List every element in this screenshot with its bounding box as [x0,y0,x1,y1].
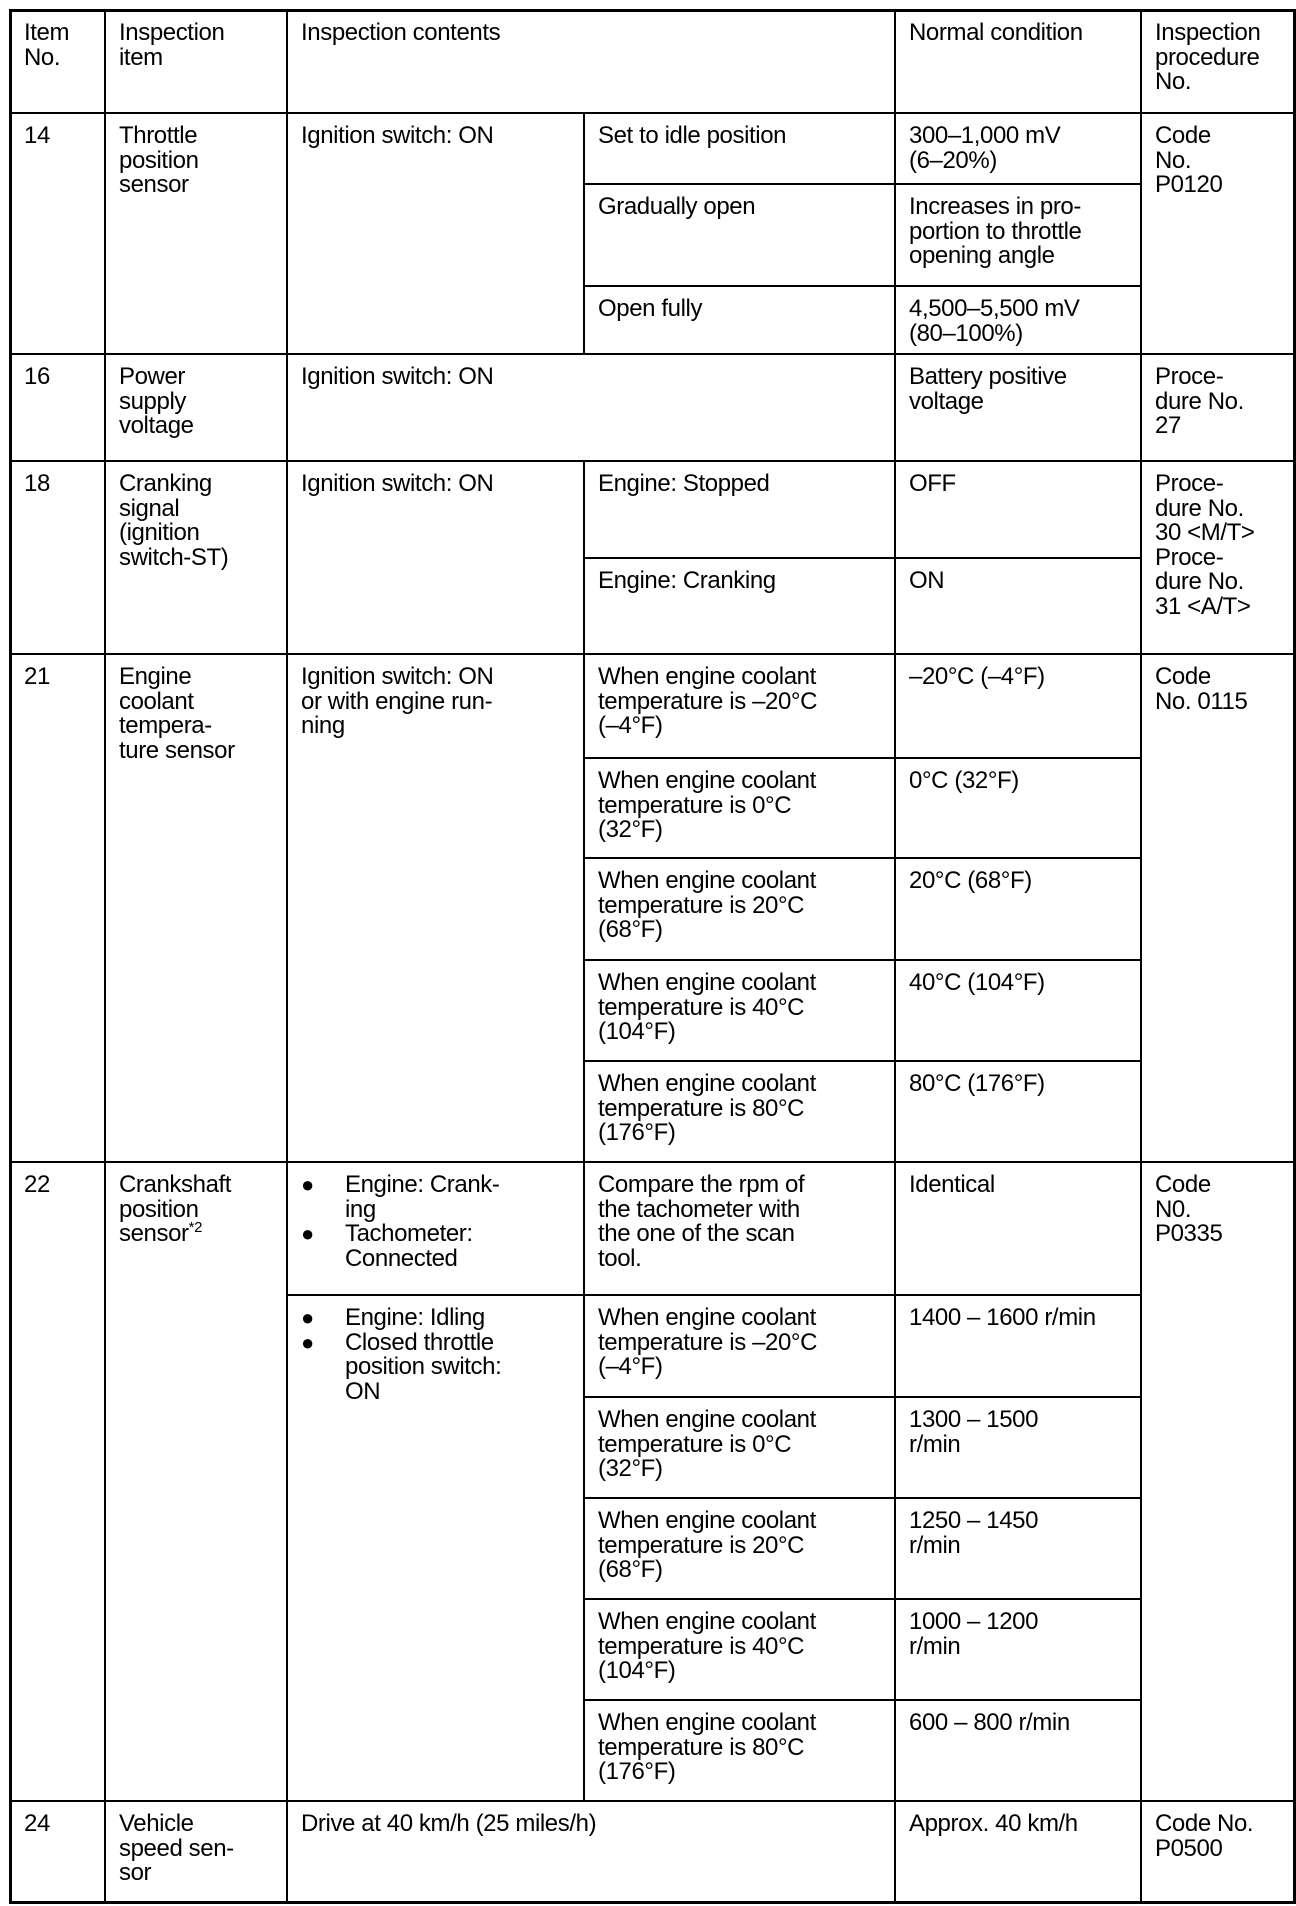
bullet-text: Engine: Idling [345,1304,485,1331]
inspection-sub-condition: When engine coolant temperature is –20°C… [583,653,896,759]
inspection-item: Engine coolant tempera- ture sensor [104,653,288,1163]
item-number: 21 [9,653,106,1163]
item-number: 16 [9,353,106,462]
inspection-condition: Ignition switch: ON [286,112,585,355]
normal-condition: OFF [894,460,1142,559]
normal-condition: –20°C (–4°F) [894,653,1142,759]
normal-condition: 1250 – 1450 r/min [894,1497,1142,1600]
inspection-item: Cranking signal (ignition switch-ST) [104,460,288,655]
item-number: 14 [9,112,106,355]
header-item-no: Item No. [9,9,106,114]
inspection-sub-condition: Set to idle position [583,112,896,185]
inspection-condition: ● Engine: Crank- ing ● Tachometer: Connecte… [286,1161,585,1296]
inspection-sub-condition: When engine coolant temperature is 20°C … [583,1497,896,1600]
bullet-icon: ● [301,1221,314,1246]
header-inspection-item: Inspection item [104,9,288,114]
bullet-icon: ● [301,1172,314,1197]
bullet-item: ● Engine: Crank- ing [301,1171,571,1223]
normal-condition: 80°C (176°F) [894,1060,1142,1163]
bullet-icon: ● [301,1329,314,1355]
item-number: 24 [9,1800,106,1903]
normal-condition: Battery positive voltage [894,353,1142,462]
normal-condition: 20°C (68°F) [894,857,1142,961]
item-number: 22 [9,1161,106,1802]
header-inspection-contents: Inspection contents [286,9,896,114]
bullet-text: Closed throttle position switch: ON [345,1328,502,1405]
bullet-text: Engine: Crank- ing [345,1171,500,1223]
item-number: 18 [9,460,106,655]
inspection-sub-condition: Gradually open [583,183,896,287]
procedure-number: Code N0. P0335 [1140,1161,1295,1802]
inspection-condition: ● Engine: Idling ● Closed throttle position… [286,1294,585,1802]
inspection-sub-condition: Engine: Stopped [583,460,896,559]
normal-condition: ON [894,557,1142,655]
normal-condition: 4,500–5,500 mV (80–100%) [894,285,1142,355]
bullet-item: ● Tachometer: Connected [301,1220,571,1272]
inspection-sub-condition: When engine coolant temperature is 80°C … [583,1060,896,1163]
inspection-item: Throttle position sensor [104,112,288,355]
inspection-condition: Drive at 40 km/h (25 miles/h) [286,1800,896,1903]
normal-condition: 40°C (104°F) [894,959,1142,1062]
inspection-sub-condition: Engine: Cranking [583,557,896,655]
normal-condition: 1000 – 1200 r/min [894,1598,1142,1701]
bullet-item: ● Closed throttle position switch: ON [301,1328,571,1405]
procedure-number: Code No. P0500 [1140,1800,1295,1903]
inspection-sub-condition: When engine coolant temperature is 40°C … [583,959,896,1062]
bullet-icon: ● [301,1305,314,1330]
inspection-sub-condition: When engine coolant temperature is 80°C … [583,1699,896,1802]
normal-condition: Approx. 40 km/h [894,1800,1142,1903]
inspection-sub-condition: When engine coolant temperature is –20°C… [583,1294,896,1398]
normal-condition: 600 – 800 r/min [894,1699,1142,1802]
normal-condition: 300–1,000 mV (6–20%) [894,112,1142,185]
normal-condition: Identical [894,1161,1142,1296]
bullet-item: ● Engine: Idling [301,1304,571,1331]
inspection-sub-condition: Compare the rpm of the tachometer with t… [583,1161,896,1296]
inspection-sub-condition: When engine coolant temperature is 0°C (… [583,1396,896,1499]
normal-condition: 1400 – 1600 r/min [894,1294,1142,1398]
procedure-number: Code No. 0115 [1140,653,1295,1163]
inspection-sub-condition: When engine coolant temperature is 20°C … [583,857,896,961]
bullet-text: Tachometer: Connected [345,1220,473,1272]
procedure-number: Proce- dure No. 30 <M/T> Proce- dure No.… [1140,460,1295,655]
inspection-item: Power supply voltage [104,353,288,462]
normal-condition: 0°C (32°F) [894,757,1142,859]
inspection-sub-condition: When engine coolant temperature is 40°C … [583,1598,896,1701]
header-normal-condition: Normal condition [894,9,1142,114]
footnote-marker: *2 [188,1219,203,1236]
inspection-condition: Ignition switch: ON or with engine run- … [286,653,585,1163]
normal-condition: Increases in pro- portion to throttle op… [894,183,1142,287]
header-procedure-no: Inspection procedure No. [1140,9,1295,114]
normal-condition: 1300 – 1500 r/min [894,1396,1142,1499]
inspection-item: Vehicle speed sen- sor [104,1800,288,1903]
procedure-number: Proce- dure No. 27 [1140,353,1295,462]
inspection-item: Crankshaft position sensor*2 [104,1161,288,1802]
inspection-condition: Ignition switch: ON [286,353,896,462]
inspection-condition: Ignition switch: ON [286,460,585,655]
inspection-sub-condition: Open fully [583,285,896,355]
procedure-number: Code No. P0120 [1140,112,1295,355]
inspection-item-text: Crankshaft position sensor [119,1171,232,1247]
inspection-sub-condition: When engine coolant temperature is 0°C (… [583,757,896,859]
